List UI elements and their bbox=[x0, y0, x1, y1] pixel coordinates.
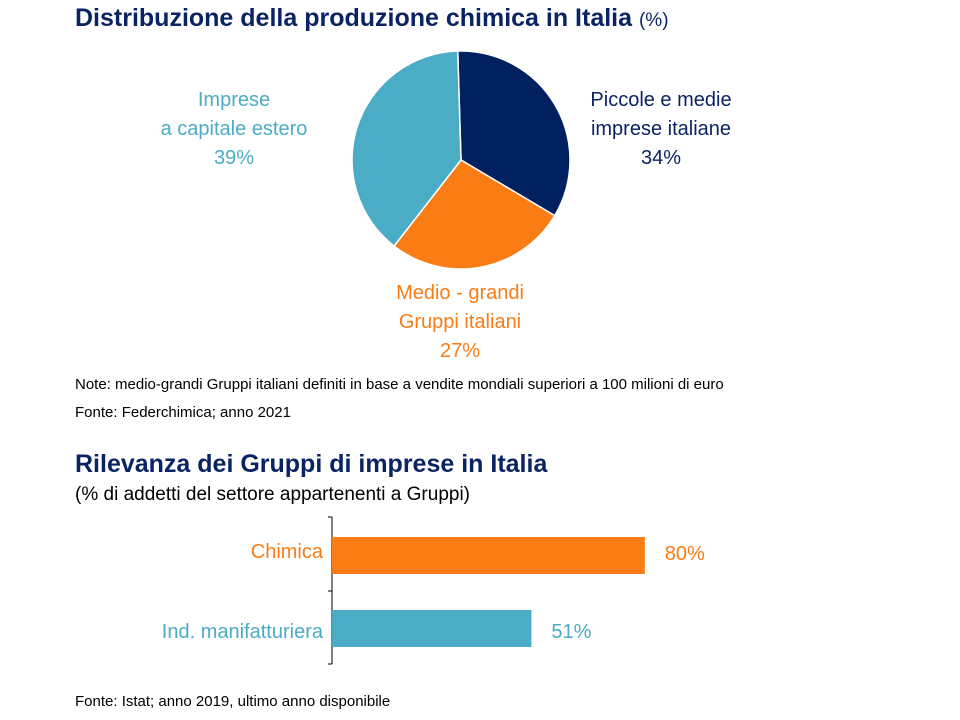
pie-label-pmi-line2: imprese italiane bbox=[590, 118, 732, 140]
bar-manifatturiera bbox=[332, 610, 532, 647]
pie-slice-gruppi bbox=[393, 159, 556, 270]
pie-chart-title-text: Distribuzione della produzione chimica i… bbox=[75, 4, 633, 32]
pie-label-gruppi-line2: Gruppi italiani bbox=[398, 311, 522, 333]
pie-label-pmi: Piccole e medie imprese italiane 34% bbox=[572, 86, 750, 173]
bar-chart-subtitle: (% di addetti del settore appartenenti a… bbox=[75, 484, 471, 505]
bar-source: Fonte: Istat; anno 2019, ultimo anno dis… bbox=[75, 693, 391, 710]
bar-value-chimica: 80% bbox=[664, 543, 705, 565]
pie-chart-title: Distribuzione della produzione chimica i… bbox=[75, 4, 669, 33]
pie-label-gruppi-value: 27% bbox=[439, 340, 481, 362]
pie-label-estero-line2: a capitale estero bbox=[160, 118, 308, 140]
bar-category-manifatturiera: Ind. manifatturiera bbox=[161, 621, 323, 643]
bar-chart-title: Rilevanza dei Gruppi di imprese in Itali… bbox=[75, 450, 548, 478]
bar-category-chimica: Chimica bbox=[250, 541, 323, 563]
pie-label-estero-line1: Imprese bbox=[197, 89, 271, 111]
bar-chimica bbox=[332, 537, 645, 574]
pie-source: Fonte: Federchimica; anno 2021 bbox=[75, 404, 291, 421]
pie-chart-title-unit: (%) bbox=[638, 10, 669, 31]
pie-label-pmi-value: 34% bbox=[640, 147, 682, 169]
bar-value-manifatturiera: 51% bbox=[551, 621, 592, 643]
pie-label-gruppi-line1: Medio - grandi bbox=[396, 282, 524, 304]
pie-slice-estero bbox=[351, 50, 462, 248]
pie-label-estero: Imprese a capitale estero 39% bbox=[134, 86, 334, 173]
pie-label-estero-value: 39% bbox=[213, 147, 255, 169]
pie-label-gruppi: Medio - grandi Gruppi italiani 27% bbox=[360, 279, 560, 366]
pie-label-pmi-line1: Piccole e medie bbox=[590, 89, 732, 111]
pie-note: Note: medio-grandi Gruppi italiani defin… bbox=[75, 376, 724, 393]
